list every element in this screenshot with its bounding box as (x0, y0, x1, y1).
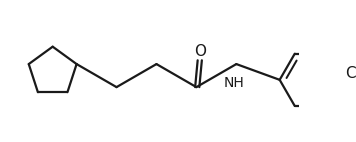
Text: NH: NH (224, 76, 244, 90)
Text: Cl: Cl (345, 66, 356, 81)
Text: O: O (194, 44, 206, 59)
